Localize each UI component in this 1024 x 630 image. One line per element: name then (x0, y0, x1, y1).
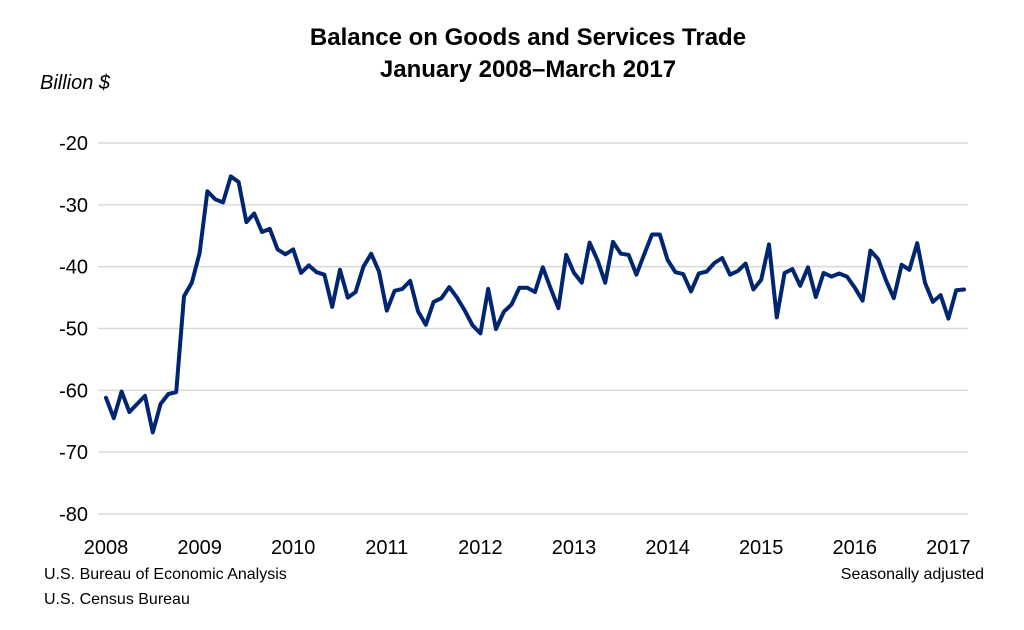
y-tick-label: -20 (59, 133, 88, 155)
x-tick-label: 2014 (645, 537, 690, 559)
source-census: U.S. Census Bureau (44, 591, 190, 608)
seasonal-note: Seasonally adjusted (840, 566, 984, 583)
chart-title: Balance on Goods and Services Trade Janu… (0, 22, 1024, 86)
x-tick-label: 2010 (271, 537, 316, 559)
x-tick-label: 2008 (84, 537, 129, 559)
x-tick-label: 2017 (926, 537, 971, 559)
chart-title-line: Balance on Goods and Services Trade (309, 24, 747, 51)
x-tick-label: 2015 (739, 537, 784, 559)
y-axis-label: Billion $ (40, 72, 111, 94)
source-bea: U.S. Bureau of Economic Analysis (44, 566, 287, 583)
x-tick-label: 2009 (177, 537, 222, 559)
trade-balance-line (104, 174, 966, 435)
y-tick-label: -50 (59, 319, 88, 341)
y-tick-label: -40 (59, 257, 88, 279)
y-tick-label: -80 (59, 504, 88, 526)
x-tick-label: 2016 (833, 537, 878, 559)
chart-subtitle: January 2008–March 2017 (379, 56, 677, 83)
y-tick-label: -30 (59, 195, 88, 217)
x-tick-label: 2013 (552, 537, 597, 559)
x-tick-label: 2012 (458, 537, 503, 559)
y-tick-label: -70 (59, 442, 88, 464)
x-tick-label: 2011 (365, 537, 408, 559)
y-tick-label: -60 (59, 380, 88, 402)
